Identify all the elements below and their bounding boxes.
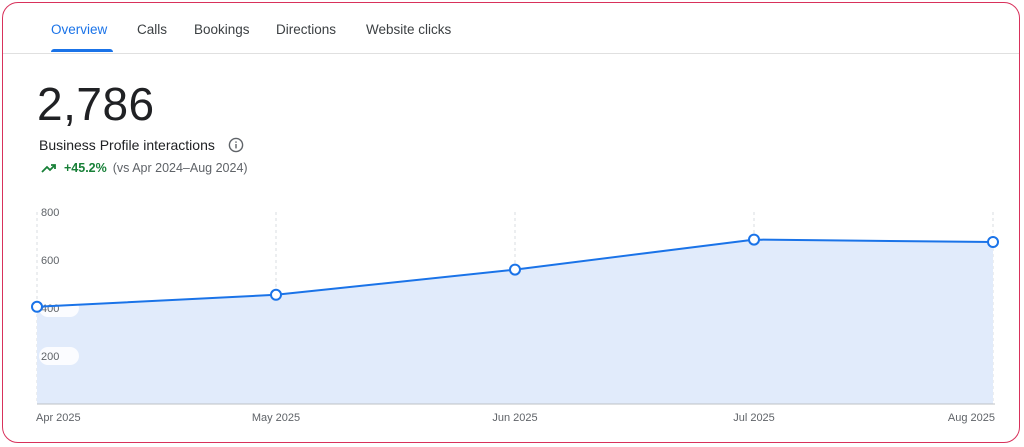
trending-up-icon: [41, 164, 56, 173]
tab-overview[interactable]: Overview: [51, 22, 108, 37]
tab-bookings[interactable]: Bookings: [194, 22, 250, 37]
y-tick-label: 800: [41, 207, 59, 219]
comparison-period: (vs Apr 2024–Aug 2024): [112, 161, 248, 175]
data-point: [748, 233, 760, 246]
y-tick-label: 200: [41, 351, 59, 363]
series-area: [37, 239, 993, 404]
interactions-total: 2,786: [37, 78, 155, 130]
tab-website-clicks[interactable]: Website clicks: [366, 22, 452, 37]
data-point: [509, 263, 521, 276]
data-point: [270, 288, 282, 301]
y-tick-label-bg: [39, 347, 79, 365]
change-percent: +45.2%: [64, 161, 107, 175]
x-tick-label: Apr 2025: [36, 412, 81, 424]
y-tick-label: 600: [41, 255, 59, 267]
tab-directions[interactable]: Directions: [276, 22, 337, 37]
metric-label: Business Profile interactions: [39, 137, 215, 153]
data-point: [987, 236, 999, 248]
x-tick-label: May 2025: [252, 412, 300, 424]
tab-bar: Overview Calls Bookings Directions Websi…: [3, 3, 1019, 54]
tab-calls[interactable]: Calls: [137, 22, 168, 37]
y-tick-label-bg: [39, 251, 79, 269]
info-icon[interactable]: [228, 137, 244, 153]
x-tick-label: Jul 2025: [733, 412, 775, 424]
interactions-chart: 200 400 600 800 Apr 2025 May 2025 Jun 2025 Jul …: [31, 203, 999, 424]
data-point: [31, 300, 43, 313]
y-tick-label-bg: [39, 299, 79, 317]
active-tab-indicator: [51, 49, 113, 52]
x-tick-label: Jun 2025: [492, 412, 537, 424]
x-tick-label: Aug 2025: [948, 412, 995, 424]
y-tick-label: 400: [41, 303, 59, 315]
trend-summary: +45.2% (vs Apr 2024–Aug 2024): [41, 161, 248, 175]
y-tick-label-bg: [39, 203, 79, 221]
